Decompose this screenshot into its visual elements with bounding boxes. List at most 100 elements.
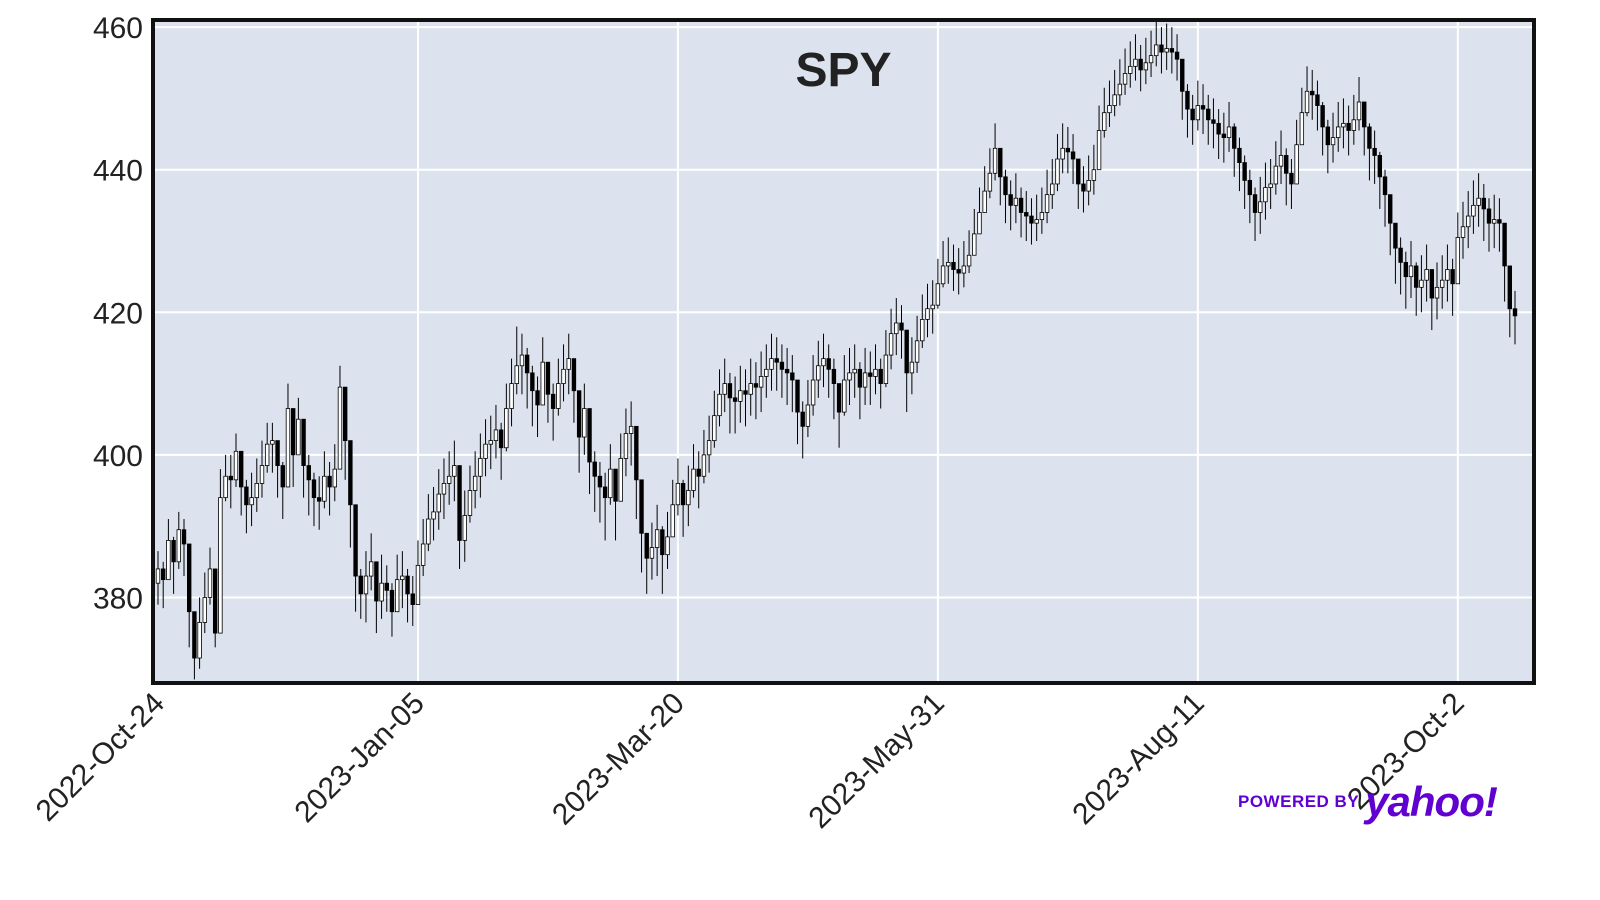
candle-body (1237, 147, 1242, 163)
powered-by-label: POWERED BY (1238, 792, 1360, 811)
candle-body (774, 358, 779, 363)
y-tick-label: 460 (93, 12, 143, 45)
candle-body (972, 233, 977, 256)
candle (1403, 251, 1409, 309)
candle-body (1258, 201, 1263, 213)
x-tick-label: 2023-Mar-20 (546, 687, 691, 832)
candle (296, 397, 301, 456)
candle-body (1497, 219, 1502, 224)
candle (316, 476, 322, 530)
candle (1060, 123, 1065, 174)
candle-body (1273, 165, 1279, 185)
candle-body (654, 529, 660, 548)
candle (228, 454, 233, 509)
candle-body (275, 440, 280, 466)
candle (644, 532, 649, 594)
candle (1398, 237, 1403, 295)
candle (1346, 105, 1351, 156)
candle-body (1211, 119, 1216, 124)
candle (1486, 198, 1492, 252)
candle-body (1024, 212, 1029, 217)
candle (592, 451, 597, 512)
candle (1185, 84, 1190, 138)
candle-body (1148, 55, 1154, 64)
candle (1512, 290, 1518, 345)
candle (561, 344, 566, 402)
candle (961, 241, 967, 288)
candle (181, 519, 187, 577)
candle-body (498, 429, 504, 449)
candle (197, 597, 202, 669)
candle-body (1013, 197, 1019, 206)
candle (259, 440, 265, 498)
candle-body (852, 368, 857, 374)
candle-body (374, 561, 379, 602)
candle-body (483, 443, 488, 459)
candle-body (342, 386, 348, 442)
candle (301, 418, 306, 498)
candle-body (1117, 83, 1123, 96)
candle-body (1419, 279, 1424, 288)
candle-body (1471, 204, 1476, 217)
candle (1117, 59, 1123, 106)
candle-body (322, 475, 327, 502)
candle-body (831, 368, 837, 384)
candle (488, 415, 493, 470)
candle (790, 355, 795, 413)
candle-body (436, 493, 441, 513)
candle-body (1294, 144, 1299, 185)
candle (1232, 123, 1237, 177)
candle (1294, 119, 1299, 185)
candle (1159, 27, 1164, 74)
candle-body (394, 579, 400, 613)
candle (264, 422, 270, 473)
candle (665, 511, 670, 569)
candle-body (233, 450, 239, 481)
candle-body (842, 379, 847, 413)
candle-body (290, 408, 296, 456)
candle (1320, 101, 1325, 156)
candle (1471, 180, 1476, 234)
candle-body (270, 440, 275, 445)
candle (389, 583, 395, 637)
candle (738, 365, 743, 423)
candle-body (1169, 48, 1175, 53)
candle (420, 519, 426, 577)
candle (514, 326, 519, 395)
candle (732, 376, 738, 434)
candle (1044, 169, 1050, 224)
candle-body (1133, 58, 1138, 67)
candle-body (462, 515, 467, 541)
candle (524, 347, 530, 409)
candle (192, 611, 197, 680)
candle (1200, 84, 1206, 135)
candle (1055, 134, 1060, 192)
candle-body (431, 511, 436, 520)
candle-body (556, 383, 561, 409)
candle (171, 536, 176, 594)
candle-body (758, 376, 764, 388)
candle-body (909, 361, 915, 374)
candle (1330, 112, 1336, 163)
candle (1096, 105, 1102, 171)
candle-body (977, 212, 982, 235)
candle-body (987, 172, 993, 192)
candle (888, 308, 894, 370)
candle-body (935, 283, 941, 306)
candle (998, 147, 1003, 206)
candle-body (327, 475, 332, 488)
candle-body (800, 411, 805, 427)
candle (327, 462, 332, 516)
candle-body (826, 358, 831, 370)
candle-body (920, 319, 925, 342)
candle-body (1434, 286, 1440, 299)
candle (462, 490, 467, 562)
candle-body (1060, 147, 1065, 160)
candle (176, 511, 181, 569)
candle (712, 390, 717, 448)
candle (1237, 137, 1242, 192)
candle-body (264, 443, 270, 466)
candle (613, 468, 618, 541)
candle-body (779, 361, 785, 370)
candle-body (452, 465, 457, 477)
